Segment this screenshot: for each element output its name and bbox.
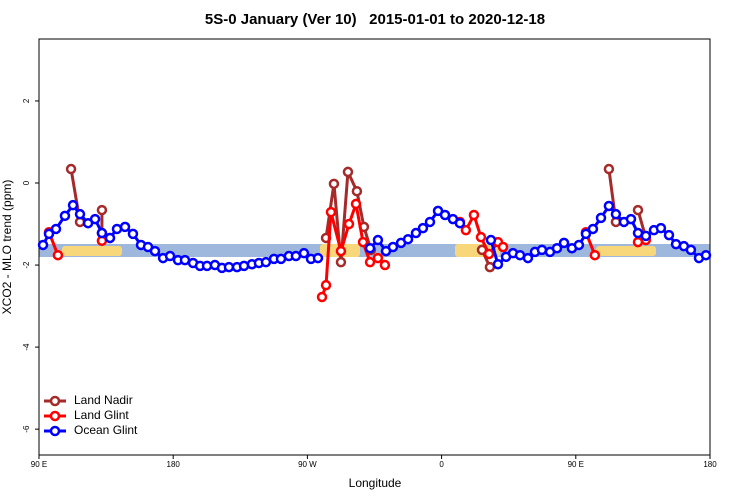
point xyxy=(379,259,391,271)
point xyxy=(149,245,161,257)
y-tick-label: 0 xyxy=(22,180,31,185)
point xyxy=(43,228,55,240)
point xyxy=(111,223,123,235)
y-tick-label: -6 xyxy=(22,425,31,433)
point xyxy=(402,233,414,245)
point xyxy=(587,223,599,235)
point xyxy=(663,229,675,241)
point xyxy=(328,178,340,190)
y-tick-label: -2 xyxy=(22,261,31,269)
point xyxy=(655,222,667,234)
point xyxy=(104,232,116,244)
point xyxy=(65,163,77,175)
point xyxy=(52,249,64,261)
point xyxy=(37,239,49,251)
point xyxy=(372,252,384,264)
x-tick-label: 90 W xyxy=(298,460,317,469)
point xyxy=(96,204,108,216)
legend-label: Land Glint xyxy=(74,408,129,422)
y-axis-label: XCO2 - MLO trend (ppm) xyxy=(0,180,14,315)
point xyxy=(595,212,607,224)
point xyxy=(417,222,429,234)
point xyxy=(290,250,302,262)
point xyxy=(335,245,347,257)
point xyxy=(483,248,495,260)
y-tick-label: 2 xyxy=(22,98,31,103)
series xyxy=(37,199,712,274)
point xyxy=(312,252,324,264)
point xyxy=(96,227,108,239)
point xyxy=(351,185,363,197)
legend-marker xyxy=(49,425,61,437)
point xyxy=(475,231,487,243)
point xyxy=(573,239,585,251)
legend-marker xyxy=(49,410,61,422)
point xyxy=(625,213,637,225)
point xyxy=(343,218,355,230)
point xyxy=(74,208,86,220)
point xyxy=(364,242,376,254)
point xyxy=(603,163,615,175)
point xyxy=(522,252,534,264)
point xyxy=(59,210,71,222)
x-tick-label: 180 xyxy=(167,460,181,469)
point xyxy=(350,198,362,210)
point xyxy=(260,256,272,268)
point xyxy=(372,234,384,246)
point xyxy=(497,241,509,253)
point xyxy=(387,241,399,253)
point xyxy=(410,227,422,239)
point xyxy=(685,244,697,256)
point xyxy=(316,291,328,303)
point xyxy=(164,250,176,262)
point xyxy=(424,216,436,228)
point xyxy=(179,254,191,266)
point xyxy=(632,204,644,216)
x-axis-label: Longitude xyxy=(349,476,402,490)
point xyxy=(460,224,472,236)
point xyxy=(640,230,652,242)
land-patch xyxy=(596,246,656,256)
point xyxy=(67,199,79,211)
legend-label: Land Nadir xyxy=(74,393,133,407)
point xyxy=(335,256,347,268)
series xyxy=(65,163,652,273)
point xyxy=(342,166,354,178)
x-tick-label: 0 xyxy=(439,460,444,469)
point xyxy=(536,244,548,256)
y-tick-label: -4 xyxy=(22,343,31,351)
point xyxy=(320,279,332,291)
point xyxy=(223,261,235,273)
point xyxy=(610,208,622,220)
legend-label: Ocean Glint xyxy=(74,423,138,437)
point xyxy=(325,206,337,218)
point xyxy=(89,213,101,225)
point xyxy=(484,261,496,273)
point xyxy=(551,242,563,254)
point xyxy=(558,237,570,249)
x-tick-label: 90 E xyxy=(568,460,584,469)
point xyxy=(468,209,480,221)
point xyxy=(603,200,615,212)
point xyxy=(589,249,601,261)
point xyxy=(454,217,466,229)
point xyxy=(580,228,592,240)
point xyxy=(364,256,376,268)
land-patch xyxy=(62,246,122,256)
point xyxy=(298,247,310,259)
x-tick-label: 90 E xyxy=(31,460,47,469)
legend-marker xyxy=(49,395,61,407)
point xyxy=(127,228,139,240)
point xyxy=(50,223,62,235)
point xyxy=(119,221,131,233)
chart-title: 5S-0 January (Ver 10) 2015-01-01 to 2020… xyxy=(205,11,545,28)
point xyxy=(485,234,497,246)
point xyxy=(439,209,451,221)
point xyxy=(700,249,712,261)
x-tick-label: 180 xyxy=(703,460,717,469)
point xyxy=(492,258,504,270)
point xyxy=(357,236,369,248)
